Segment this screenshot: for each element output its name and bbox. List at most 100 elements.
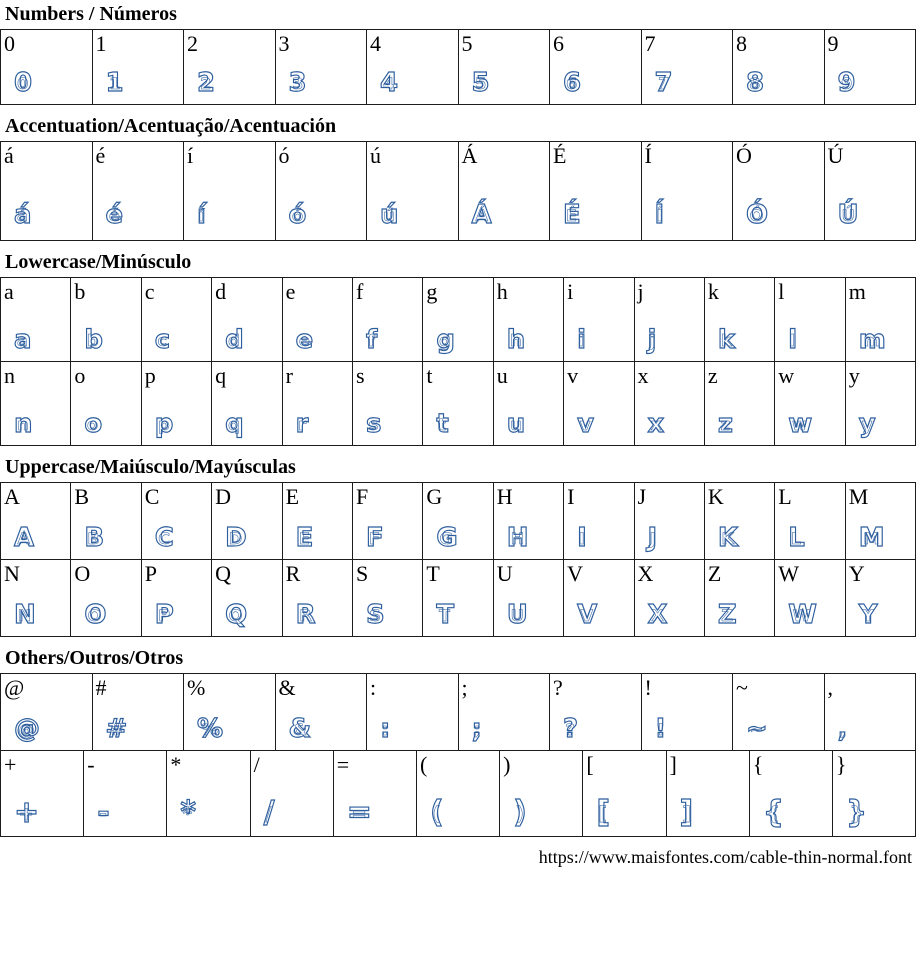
- cable-font-glyph: U: [506, 600, 528, 629]
- cable-font-glyph: é: [105, 200, 124, 229]
- cable-font-glyph: !: [654, 714, 667, 743]
- cable-font-glyph: F: [365, 523, 384, 552]
- reference-char: :: [370, 675, 377, 700]
- cable-font-glyph: l: [788, 325, 798, 354]
- reference-char: í: [187, 143, 194, 168]
- cable-font-glyph: w: [788, 409, 813, 438]
- section-others: Others/Outros/Otros@@##%%&&::;;??!!~~,,+…: [0, 646, 916, 837]
- cable-font-glyph: b: [84, 325, 104, 354]
- cable-font-glyph: 8: [745, 68, 764, 97]
- glyph-cell: ::: [366, 674, 458, 750]
- reference-char: /: [253, 752, 260, 777]
- reference-char: G: [426, 484, 443, 509]
- cable-font-glyph: ;: [471, 714, 483, 743]
- section-title: Others/Outros/Otros: [5, 647, 184, 669]
- cable-font-glyph: ~: [745, 714, 768, 743]
- cable-font-glyph: ,: [837, 714, 848, 743]
- reference-char: K: [707, 484, 724, 509]
- cable-font-glyph: J: [647, 523, 658, 552]
- reference-char: E: [285, 484, 300, 509]
- cable-font-glyph: 7: [654, 68, 673, 97]
- cable-font-glyph: y: [858, 409, 876, 438]
- section-lowercase: Lowercase/Minúsculoaabbccddeeffgghhiijjk…: [0, 250, 916, 446]
- cable-font-glyph: ]: [679, 796, 694, 829]
- cable-font-glyph: Á: [471, 200, 492, 229]
- cable-font-glyph: I: [577, 523, 588, 552]
- glyph-cell: ??: [549, 674, 641, 750]
- cable-font-glyph: ó: [288, 200, 307, 229]
- reference-char: +: [4, 752, 17, 777]
- cable-font-glyph: 4: [379, 68, 398, 97]
- glyph-cell: !!: [640, 674, 733, 750]
- glyph-cell: + +: [1, 751, 83, 836]
- reference-char: 4: [370, 31, 381, 56]
- glyph-cell: ]]: [665, 751, 749, 836]
- reference-char: ]: [669, 752, 677, 777]
- reference-char: L: [778, 484, 792, 509]
- cable-font-glyph: u: [506, 409, 526, 438]
- section-title: Numbers / Números: [5, 3, 177, 25]
- reference-char: l: [778, 279, 785, 304]
- glyph-cell: {{: [748, 751, 832, 836]
- cable-font-glyph: ?: [562, 714, 578, 743]
- glyph-row: AABBCCDDEEFFGGHHIIJJKKLLMM: [0, 482, 916, 560]
- reference-char: O: [74, 561, 91, 586]
- reference-char: I: [567, 484, 575, 509]
- cable-font-glyph: j: [647, 325, 657, 354]
- reference-char: x: [637, 363, 649, 388]
- cable-font-glyph: T: [436, 600, 455, 629]
- reference-char: z: [707, 363, 718, 388]
- reference-char: ?: [553, 675, 563, 700]
- cable-font-glyph: m: [858, 325, 886, 354]
- cable-font-glyph: ú: [379, 200, 399, 229]
- reference-char: á: [4, 143, 14, 168]
- cable-font-glyph: Z: [717, 600, 737, 629]
- reference-char: f: [355, 279, 364, 304]
- reference-char: F: [355, 484, 369, 509]
- reference-char: (: [419, 752, 428, 777]
- cable-font-glyph: r: [295, 409, 309, 438]
- reference-char: Ó: [736, 143, 752, 168]
- cable-font-glyph: {: [762, 796, 785, 829]
- cable-font-glyph: Í: [654, 200, 665, 229]
- cable-font-glyph: 0: [13, 68, 32, 97]
- cable-font-glyph: W: [788, 600, 818, 629]
- cable-font-glyph: *: [180, 796, 197, 829]
- glyph-cell: --: [83, 751, 166, 836]
- cable-font-glyph: f: [365, 325, 377, 354]
- reference-char: A: [4, 484, 20, 509]
- cable-font-glyph: :: [379, 714, 391, 743]
- reference-char: 7: [644, 31, 656, 56]
- cable-font-glyph: 9: [837, 68, 856, 97]
- glyph-row: 00112233445566778899: [0, 29, 916, 105]
- cable-font-glyph: #: [105, 714, 128, 743]
